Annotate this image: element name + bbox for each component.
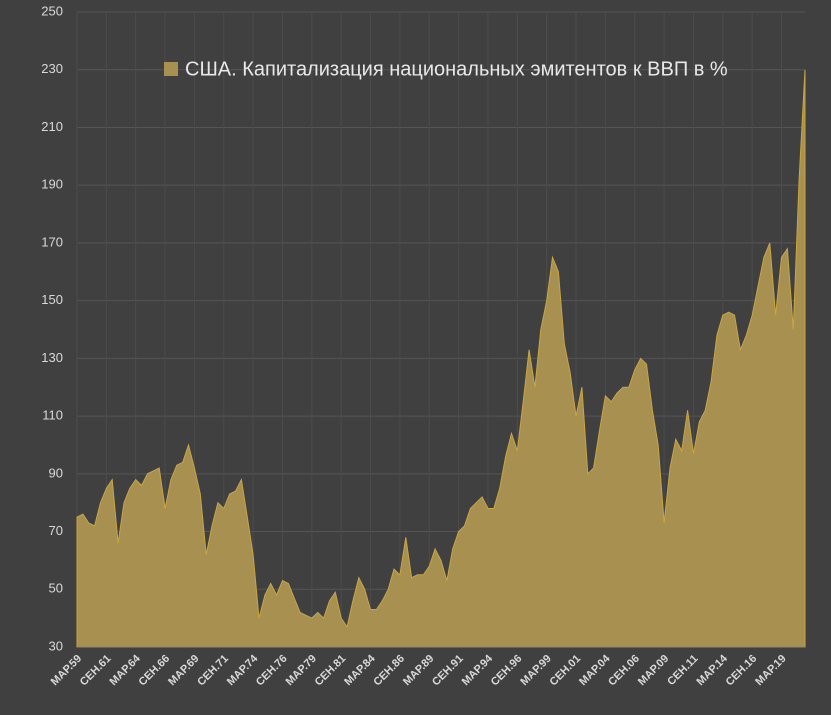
y-tick-label: 170	[41, 234, 63, 249]
y-tick-label: 70	[49, 523, 63, 538]
x-tick-label: МАР.19	[753, 653, 788, 688]
x-tick-label: СЕН.76	[254, 653, 290, 689]
x-tick-label: СЕН.81	[313, 653, 349, 689]
x-tick-label: МАР.69	[166, 653, 201, 688]
x-tick-label: МАР.79	[284, 653, 319, 688]
x-tick-label: СЕН.66	[137, 653, 173, 689]
y-tick-label: 250	[41, 3, 63, 18]
y-tick-label: 110	[42, 408, 63, 423]
y-tick-label: 90	[49, 465, 63, 480]
x-tick-label: СЕН.71	[195, 653, 231, 689]
x-tick-label: СЕН.91	[430, 653, 466, 689]
x-tick-label: СЕН.06	[606, 653, 642, 689]
x-tick-label: СЕН.61	[78, 653, 114, 689]
x-tick-label: СЕН.01	[547, 653, 583, 689]
x-tick-label: МАР.59	[49, 653, 84, 688]
y-tick-label: 210	[41, 119, 63, 134]
x-tick-label: МАР.89	[401, 653, 436, 688]
y-tick-label: 50	[49, 581, 63, 596]
y-tick-label: 150	[41, 292, 63, 307]
legend-label: США. Капитализация национальных эмитенто…	[185, 58, 728, 80]
x-tick-label: СЕН.11	[665, 653, 700, 688]
area	[76, 69, 806, 648]
y-tick-label: 230	[41, 61, 63, 76]
x-tick-label: СЕН.16	[724, 653, 760, 689]
x-tick-label: СЕН.96	[489, 653, 525, 689]
y-tick-label: 130	[41, 350, 63, 365]
y-tick-label: 190	[41, 177, 63, 192]
x-tick-label: МАР.99	[518, 653, 553, 688]
y-tick-label: 30	[49, 638, 63, 653]
x-tick-label: МАР.09	[636, 653, 671, 688]
x-tick-label: СЕН.86	[371, 653, 407, 689]
legend-swatch	[164, 62, 178, 76]
